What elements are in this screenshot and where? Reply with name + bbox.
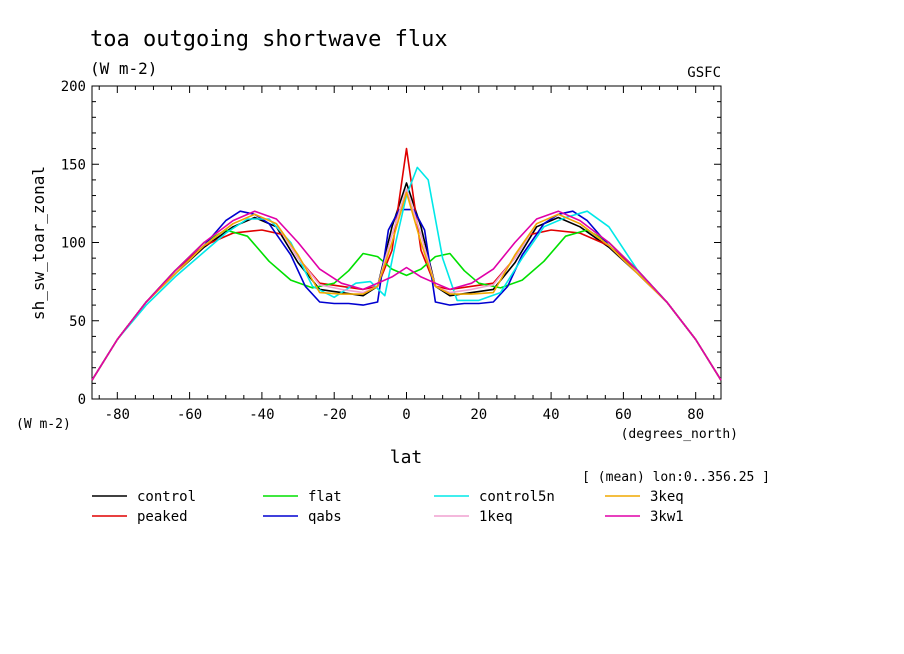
legend-label-1keq: 1keq — [479, 509, 513, 525]
x-tick-label: -20 — [322, 407, 347, 423]
x-tick-label: 0 — [402, 407, 410, 423]
x-tick-label: 60 — [615, 407, 632, 423]
y-tick-labels: 0 50 100 150 200 — [61, 79, 86, 408]
x-tick-label: -40 — [249, 407, 274, 423]
x-tick-label: 80 — [687, 407, 704, 423]
y-tick-label: 50 — [69, 314, 86, 330]
series-line-control — [91, 182, 722, 381]
series-line-qabs — [91, 208, 722, 381]
plot-frame — [91, 85, 722, 400]
legend-label-3keq: 3keq — [650, 489, 684, 505]
source-label: GSFC — [687, 65, 721, 81]
legend-label-control: control — [137, 489, 196, 505]
x-tick-label: -80 — [105, 407, 130, 423]
x-tick-label: 20 — [470, 407, 487, 423]
axis-ticks — [92, 85, 721, 400]
legend-label-flat: flat — [308, 489, 342, 505]
legend-label-qabs: qabs — [308, 509, 342, 525]
legend: control flat control5n 3keq peaked qabs 1keq 3k… — [92, 489, 684, 525]
series-lines — [91, 147, 722, 381]
y-tick-label: 150 — [61, 157, 86, 173]
series-line-control5n — [91, 166, 722, 381]
series-line-peaked — [91, 147, 722, 381]
x-axis-units: (degrees_north) — [621, 427, 738, 442]
series-line-3keq — [91, 191, 722, 381]
chart-title: toa outgoing shortwave flux — [90, 27, 448, 52]
series-line-3kw1 — [91, 210, 722, 381]
x-tick-label: -60 — [177, 407, 202, 423]
legend-label-3kw1: 3kw1 — [650, 509, 684, 525]
y-axis-units: (W m-2) — [16, 417, 71, 432]
y-tick-label: 200 — [61, 79, 86, 95]
subset-note: [ (mean) lon:0..356.25 ] — [582, 470, 770, 485]
y-tick-label: 100 — [61, 236, 86, 252]
x-axis-label: lat — [390, 447, 423, 468]
chart-units: (W m-2) — [90, 59, 157, 78]
x-tick-labels: -80 -60 -40 -20 0 20 40 60 80 — [105, 407, 704, 423]
x-tick-label: 40 — [543, 407, 560, 423]
y-axis-label: sh_sw_toar_zonal — [29, 166, 48, 320]
legend-label-control5n: control5n — [479, 489, 555, 505]
legend-label-peaked: peaked — [137, 509, 188, 525]
series-line-1keq — [91, 188, 722, 381]
y-tick-label: 0 — [78, 392, 86, 408]
